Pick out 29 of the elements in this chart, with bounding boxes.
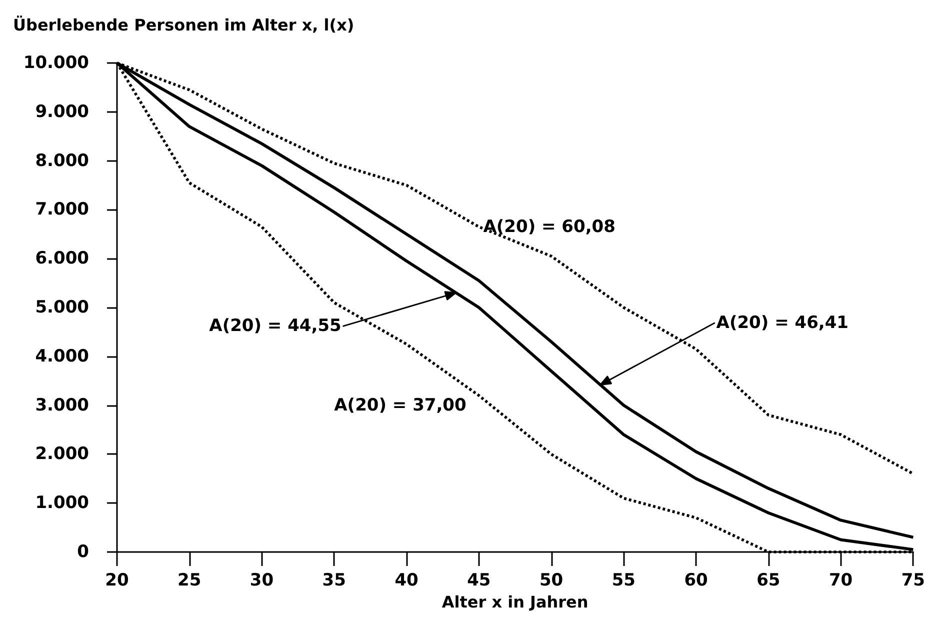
x-tick-label: 30 (250, 570, 274, 590)
y-tick-label: 5.000 (35, 298, 90, 318)
x-tick-label: 65 (756, 570, 780, 590)
x-tick-label: 60 (684, 570, 708, 590)
y-tick-label: 4.000 (35, 346, 90, 366)
y-tick-label: 2.000 (35, 444, 90, 464)
x-tick-label: 35 (322, 570, 346, 590)
y-tick-label: 8.000 (35, 150, 90, 171)
x-tick-label: 75 (901, 570, 926, 590)
x-tick-label: 70 (828, 570, 853, 590)
y-axis-title: Überlebende Personen im Alter x, l(x) (13, 16, 354, 34)
annotation: A(20) = 60,08 (483, 216, 616, 237)
x-tick-label: 25 (178, 570, 202, 590)
y-tick-label: 10.000 (23, 53, 90, 73)
annotation: A(20) = 44,55 (209, 316, 342, 336)
x-tick-label: 55 (612, 570, 636, 590)
y-tick-label: 1.000 (35, 493, 90, 514)
annotation: A(20) = 37,00 (334, 395, 467, 416)
x-tick-label: 45 (467, 570, 491, 590)
x-tick-label: 50 (539, 570, 564, 590)
annotation: A(20) = 46,41 (716, 313, 849, 334)
y-tick-label: 6.000 (35, 248, 90, 269)
x-tick-label: 20 (105, 570, 129, 590)
y-tick-label: 7.000 (35, 200, 90, 220)
x-tick-label: 40 (394, 570, 419, 590)
y-tick-label: 9.000 (35, 102, 90, 122)
x-axis-title: Alter x in Jahren (442, 592, 588, 612)
y-tick-label: 0 (77, 542, 90, 562)
y-tick-label: 3.000 (35, 395, 90, 416)
